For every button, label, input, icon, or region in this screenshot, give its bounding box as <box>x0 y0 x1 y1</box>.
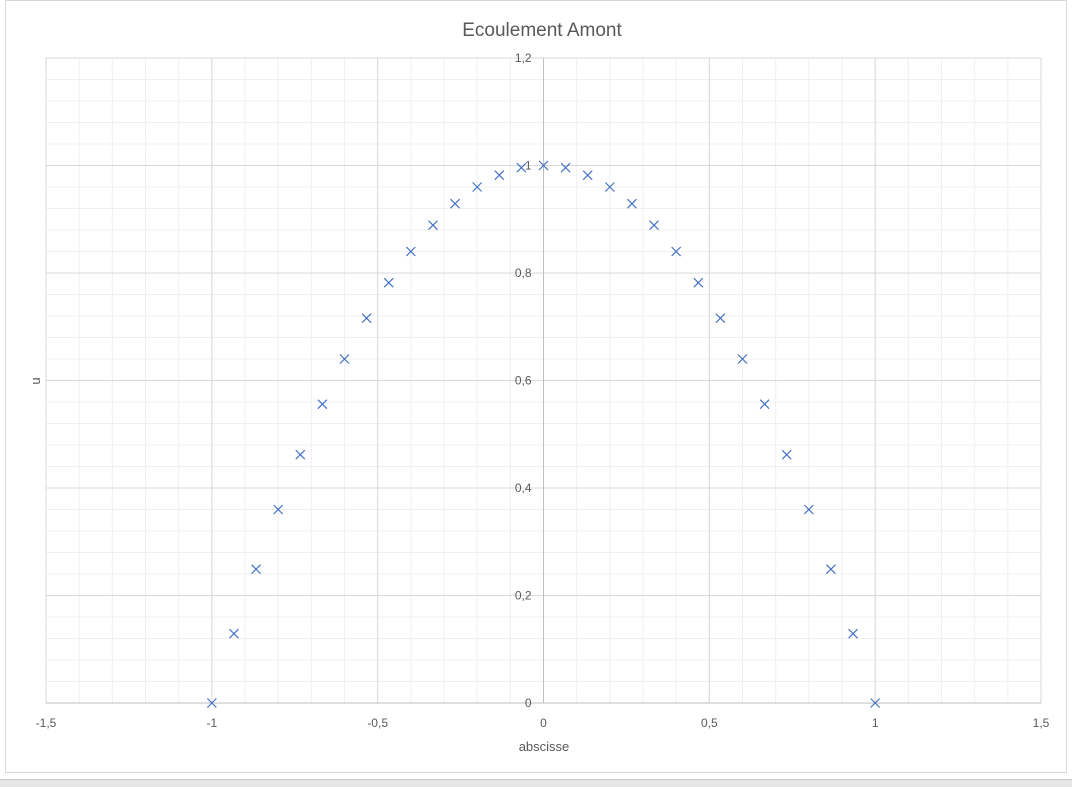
x-tick-label: 1,5 <box>1033 716 1050 730</box>
data-point <box>361 313 372 324</box>
x-tick-label: -1 <box>206 716 217 730</box>
data-point <box>383 277 394 288</box>
data-points <box>206 160 881 708</box>
data-point <box>428 220 438 231</box>
data-point <box>715 313 726 324</box>
y-axis-title: u <box>28 377 43 384</box>
data-point <box>627 198 637 209</box>
data-point <box>405 246 416 257</box>
x-tick-label: 1 <box>872 716 879 730</box>
window-bottom-border <box>0 779 1072 787</box>
data-point <box>870 698 881 708</box>
data-point <box>339 354 350 364</box>
data-point <box>826 564 836 575</box>
data-point <box>737 354 748 364</box>
x-tick-label: 0,5 <box>701 716 718 730</box>
y-tick-label: 0,2 <box>515 589 532 603</box>
data-point <box>759 399 770 410</box>
data-point <box>251 564 261 575</box>
y-tick-labels: 0 0,2 0,4 0,6 0,8 1 1,2 <box>515 51 532 710</box>
data-point <box>560 162 571 173</box>
data-point <box>693 277 704 288</box>
y-tick-label: 0,6 <box>515 374 532 388</box>
data-point <box>604 182 615 192</box>
x-tick-label: 0 <box>540 716 547 730</box>
data-point <box>273 504 284 515</box>
data-point <box>450 198 460 209</box>
data-point <box>229 628 239 639</box>
y-tick-label: 1,2 <box>515 51 532 65</box>
data-point <box>781 449 792 460</box>
x-tick-labels: -1,5 -1 -0,5 0 0,5 1 1,5 <box>36 716 1050 730</box>
y-tick-label: 0 <box>525 696 532 710</box>
x-tick-label: -1,5 <box>36 716 57 730</box>
y-tick-label: 0,8 <box>515 266 532 280</box>
data-point <box>649 220 659 231</box>
data-point <box>671 246 682 257</box>
data-point <box>317 399 328 410</box>
data-point <box>848 628 858 639</box>
y-tick-label: 1 <box>525 159 532 173</box>
scatter-chart: -1,5 -1 -0,5 0 0,5 1 1,5 0 0,2 0,4 0,6 0,8 1 1,2 Eco… <box>28 20 1050 754</box>
data-point <box>206 698 217 708</box>
data-point <box>538 160 549 171</box>
data-point <box>295 449 306 460</box>
x-axis-title: abscisse <box>519 739 570 754</box>
data-point <box>516 162 527 173</box>
data-point <box>494 170 505 181</box>
data-point <box>582 170 593 181</box>
data-point <box>472 182 483 192</box>
chart-title: Ecoulement Amont <box>462 20 622 41</box>
data-point <box>803 504 814 515</box>
y-tick-label: 0,4 <box>515 481 532 495</box>
x-tick-label: -0,5 <box>367 716 388 730</box>
chart-area: -1,5 -1 -0,5 0 0,5 1 1,5 0 0,2 0,4 0,6 0,8 1 1,2 Eco… <box>5 0 1067 773</box>
